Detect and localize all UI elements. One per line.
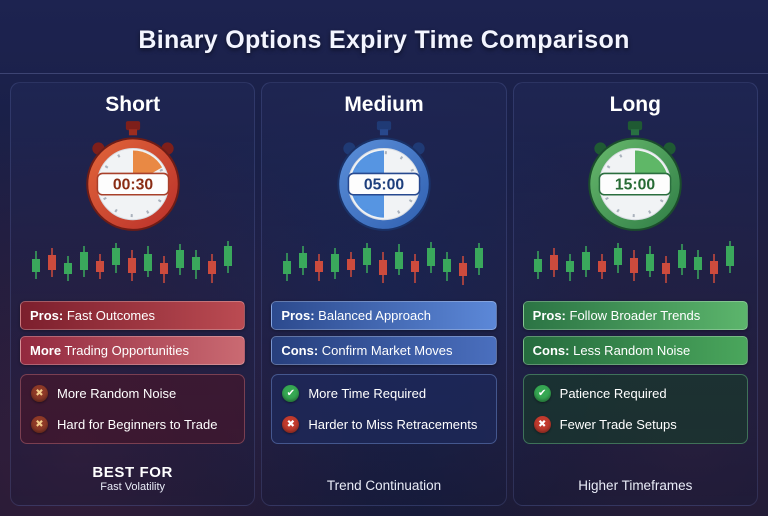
column-long: Long 15:00 xyxy=(512,82,758,506)
pros-label: Pros: xyxy=(30,308,64,323)
stopwatch-icon: 00:30 xyxy=(72,119,194,237)
cross-icon xyxy=(31,385,48,402)
cons-row: Cons: Less Random Noise xyxy=(522,336,748,365)
point-text: Fewer Trade Setups xyxy=(559,417,677,432)
point-text: Hard for Beginners to Trade xyxy=(57,417,218,432)
cross-icon xyxy=(533,416,551,433)
pros-text: Fast Outcomes xyxy=(63,308,155,323)
cross-icon xyxy=(282,416,300,433)
comparison-columns: Short 00:30 xyxy=(0,74,768,516)
stopwatch-icon: 15:00 xyxy=(574,119,696,237)
column-footer: Higher Timeframes xyxy=(578,472,692,501)
pros-box: Pros: Follow Broader Trends Cons: Less R… xyxy=(522,301,748,371)
pros-box: Pros: Fast Outcomes More Trading Opportu… xyxy=(20,301,246,371)
pros-row: Pros: Fast Outcomes xyxy=(20,301,246,330)
page-title: Binary Options Expiry Time Comparison xyxy=(138,26,630,54)
cons-row: More Trading Opportunities xyxy=(20,336,246,365)
points-box: Patience Required Fewer Trade Setups xyxy=(522,374,748,444)
points-box: More Random Noise Hard for Beginners to … xyxy=(20,374,246,444)
time-label: 00:30 xyxy=(113,177,154,194)
point-item: Harder to Miss Retracements xyxy=(281,409,486,440)
column-title: Medium xyxy=(344,93,424,116)
cons-text: Trading Opportunities xyxy=(61,343,189,358)
column-short: Short 00:30 xyxy=(10,82,256,506)
stopwatch-icon: 05:00 xyxy=(323,119,445,237)
footer-subtitle: Trend Continuation xyxy=(326,478,442,493)
column-title: Short xyxy=(105,93,161,116)
time-label: 15:00 xyxy=(615,177,656,194)
pros-label: Pros: xyxy=(281,308,315,323)
cons-text: Less Random Noise xyxy=(569,343,691,358)
cons-label: Cons: xyxy=(532,343,570,358)
candlestick-chart xyxy=(282,242,483,285)
point-text: More Random Noise xyxy=(57,386,177,401)
cons-text: Confirm Market Moves xyxy=(318,343,453,358)
column-footer: BEST FOR Fast Volatility xyxy=(92,458,173,501)
time-label: 05:00 xyxy=(364,177,405,194)
point-item: More Time Required xyxy=(281,378,486,409)
point-item: Hard for Beginners to Trade xyxy=(30,409,235,440)
point-item: More Random Noise xyxy=(30,378,235,409)
point-item: Fewer Trade Setups xyxy=(533,409,738,440)
pros-label: Pros: xyxy=(532,308,566,323)
footer-subtitle: Higher Timeframes xyxy=(578,478,693,493)
points-box: More Time Required Harder to Miss Retrac… xyxy=(271,374,497,444)
pros-row: Pros: Balanced Approach xyxy=(271,301,497,330)
cons-label: Cons: xyxy=(281,343,319,358)
point-text: Harder to Miss Retracements xyxy=(308,417,478,432)
title-divider xyxy=(0,73,768,74)
candlestick-chart xyxy=(534,241,735,283)
footer-subtitle: Fast Volatility xyxy=(100,481,166,493)
check-icon xyxy=(282,385,300,402)
point-item: Patience Required xyxy=(533,378,738,409)
pros-text: Balanced Approach xyxy=(314,308,431,323)
check-icon xyxy=(533,385,551,402)
pros-text: Follow Broader Trends xyxy=(565,308,701,323)
point-text: Patience Required xyxy=(559,386,667,401)
candlestick-chart xyxy=(31,241,232,283)
pros-row: Pros: Follow Broader Trends xyxy=(522,301,748,330)
point-text: More Time Required xyxy=(308,386,427,401)
cons-row: Cons: Confirm Market Moves xyxy=(271,336,497,365)
cross-icon xyxy=(31,416,48,433)
pros-box: Pros: Balanced Approach Cons: Confirm Ma… xyxy=(271,301,497,371)
column-title: Long xyxy=(609,93,661,116)
footer-title: BEST FOR xyxy=(92,464,173,481)
cons-label: More xyxy=(30,343,62,358)
column-medium: Medium 05:00 xyxy=(261,82,507,506)
column-footer: Trend Continuation xyxy=(327,472,441,501)
